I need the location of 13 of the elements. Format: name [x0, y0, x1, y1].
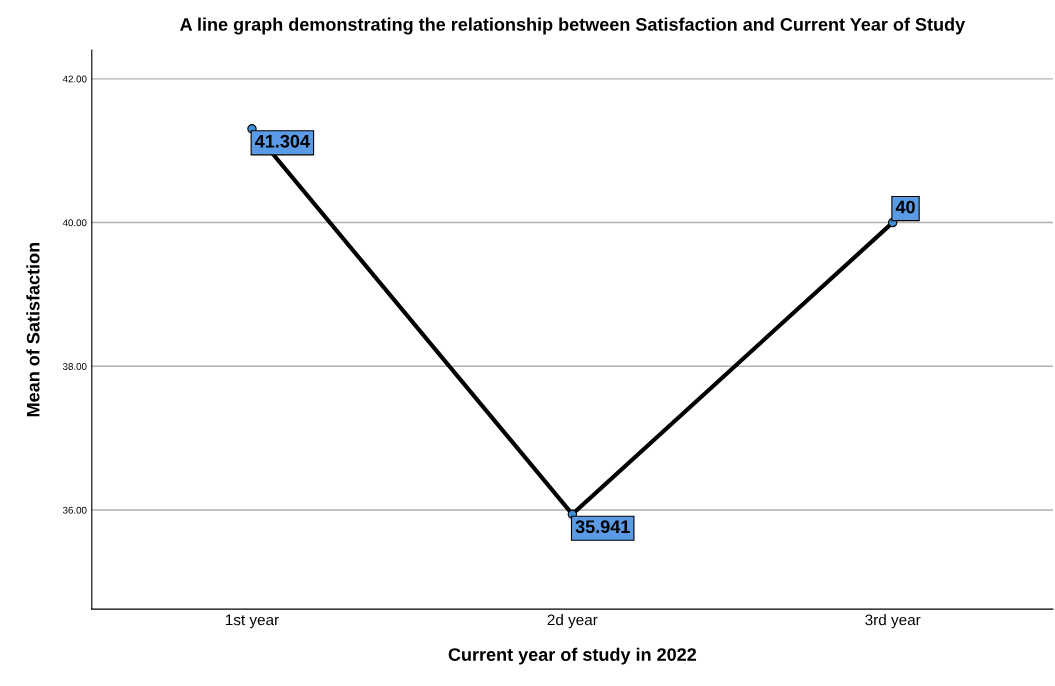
text: 40 [895, 200, 915, 214]
text: 41.304 [255, 134, 310, 148]
y-tick-label: 38.00 [62, 363, 87, 370]
y-tick-label: 42.00 [62, 75, 87, 83]
text: 35.941 [575, 520, 630, 534]
chart-title: A line graph demonstrating the relationship between Satisfaction and Current Year of Study [180, 17, 966, 35]
x-axis-title: Current year of study in 2022 [448, 647, 697, 665]
x-tick-label: 3rd year [865, 614, 921, 629]
x-tick-label: 1st year [225, 614, 279, 629]
x-tick-label: 2d year [547, 614, 598, 629]
y-tick-label: 40.00 [62, 219, 87, 227]
y-tick-label: 36.00 [62, 506, 87, 514]
y-axis-title: Mean of Satisfaction [26, 242, 40, 417]
